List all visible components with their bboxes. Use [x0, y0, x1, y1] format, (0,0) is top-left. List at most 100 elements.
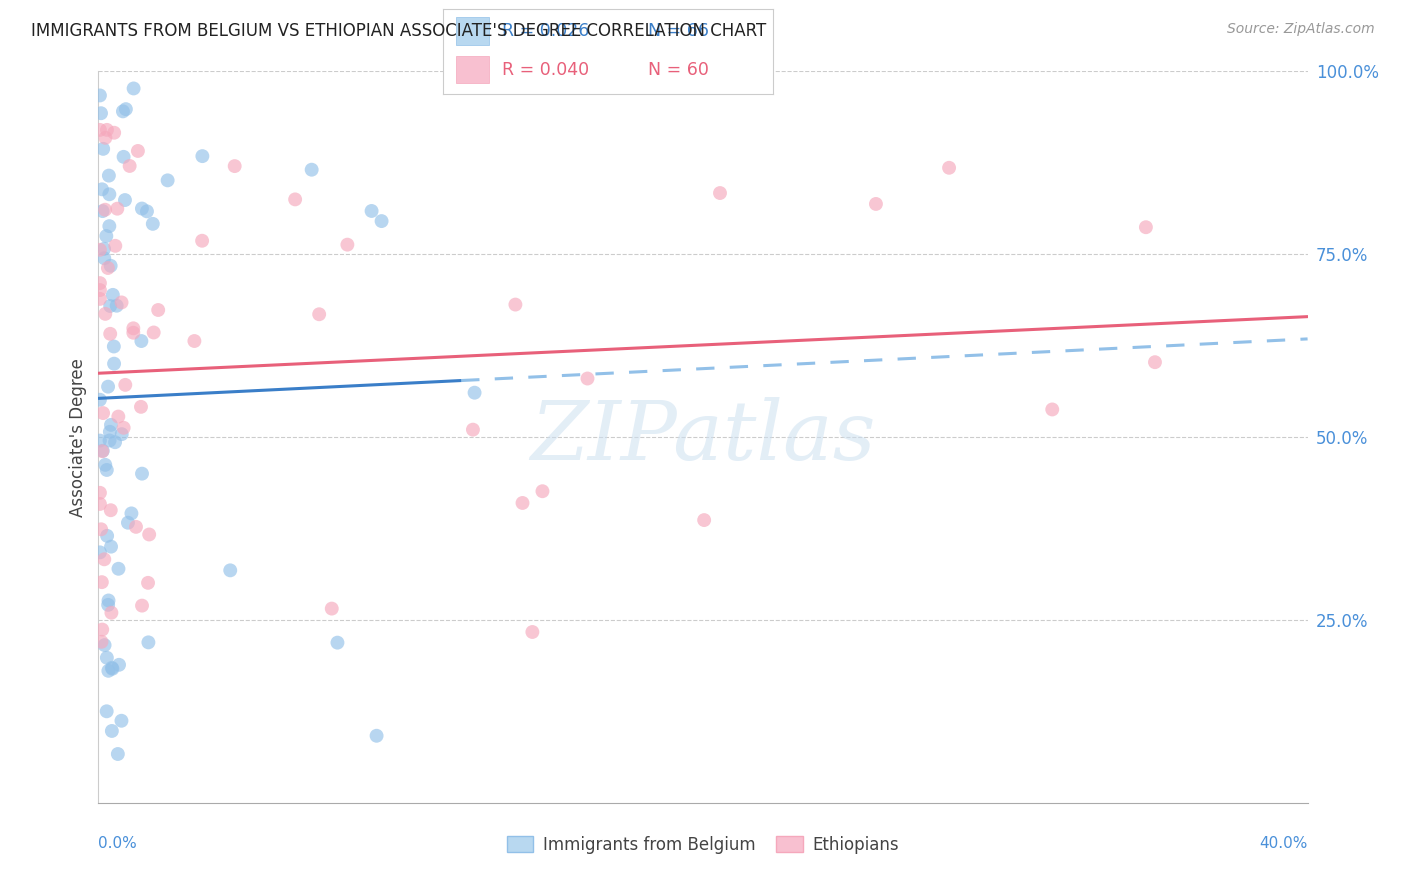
Point: [89, 276, 111, 290]
Point: [100, 503, 122, 517]
Point: [709, 186, 731, 200]
Point: [138, 527, 160, 541]
Text: 40.0%: 40.0%: [1260, 836, 1308, 851]
Point: [98, 434, 121, 448]
Point: [90, 635, 112, 649]
Text: Source: ZipAtlas.com: Source: ZipAtlas.com: [1227, 22, 1375, 37]
Point: [142, 217, 165, 231]
Point: [96, 529, 118, 543]
Point: [129, 400, 152, 414]
Point: [93, 638, 115, 652]
Point: [191, 149, 214, 163]
Text: N = 66: N = 66: [648, 22, 709, 40]
Point: [224, 159, 246, 173]
Point: [90, 106, 112, 120]
Point: [103, 339, 125, 353]
Point: [103, 126, 125, 140]
Point: [512, 496, 534, 510]
Legend: Immigrants from Belgium, Ethiopians: Immigrants from Belgium, Ethiopians: [501, 829, 905, 860]
Point: [96, 650, 118, 665]
Point: [461, 423, 484, 437]
Point: [125, 520, 148, 534]
Point: [101, 661, 124, 675]
Point: [94, 202, 117, 217]
Point: [1143, 355, 1166, 369]
Point: [91, 204, 114, 219]
Point: [107, 409, 129, 424]
Point: [366, 729, 388, 743]
Point: [1135, 220, 1157, 235]
Bar: [456, 18, 489, 45]
Point: [148, 303, 170, 318]
Point: [464, 385, 486, 400]
Point: [94, 307, 117, 321]
Point: [91, 623, 114, 637]
Point: [1040, 402, 1063, 417]
Point: [96, 463, 118, 477]
Point: [112, 421, 135, 435]
Point: [98, 326, 121, 341]
Point: [321, 601, 343, 615]
Text: ZIPatlas: ZIPatlas: [530, 397, 876, 477]
Point: [117, 516, 139, 530]
Point: [100, 417, 122, 432]
Text: R = 0.026: R = 0.026: [502, 22, 589, 40]
Point: [89, 485, 111, 500]
Point: [104, 435, 127, 450]
Point: [576, 371, 599, 385]
Point: [103, 357, 125, 371]
Point: [308, 307, 330, 321]
Point: [100, 259, 122, 273]
Point: [101, 662, 124, 676]
Point: [104, 239, 127, 253]
Point: [122, 326, 145, 340]
Point: [94, 130, 117, 145]
Point: [360, 204, 382, 219]
Point: [97, 598, 120, 612]
Point: [91, 443, 114, 458]
Point: [91, 444, 114, 458]
Point: [93, 242, 115, 256]
Point: [98, 219, 121, 234]
Point: [122, 321, 145, 335]
Point: [97, 379, 120, 393]
Point: [115, 102, 138, 116]
Y-axis label: Associate's Degree: Associate's Degree: [69, 358, 87, 516]
Point: [156, 173, 179, 187]
Point: [90, 575, 112, 590]
Point: [94, 458, 117, 472]
Point: [938, 161, 960, 175]
Point: [97, 260, 120, 275]
Point: [122, 81, 145, 95]
Point: [131, 334, 153, 348]
Point: [98, 187, 121, 202]
Point: [89, 497, 111, 511]
Point: [90, 522, 112, 536]
Point: [91, 406, 114, 420]
Point: [326, 635, 349, 649]
Point: [284, 193, 307, 207]
Point: [89, 283, 111, 297]
Point: [91, 182, 114, 196]
Point: [91, 142, 114, 156]
Point: [136, 204, 159, 219]
Point: [89, 434, 111, 448]
Point: [111, 427, 134, 442]
Point: [101, 723, 124, 738]
Point: [96, 704, 118, 718]
Point: [97, 169, 120, 183]
Point: [89, 123, 111, 137]
Point: [114, 377, 136, 392]
Point: [107, 562, 129, 576]
Point: [336, 237, 359, 252]
Point: [97, 593, 120, 607]
Point: [105, 202, 128, 216]
Point: [98, 425, 121, 439]
Point: [531, 484, 554, 499]
Point: [97, 664, 120, 678]
Point: [138, 635, 160, 649]
Point: [89, 88, 111, 103]
Point: [114, 193, 136, 207]
Point: [120, 507, 142, 521]
Point: [131, 202, 153, 216]
